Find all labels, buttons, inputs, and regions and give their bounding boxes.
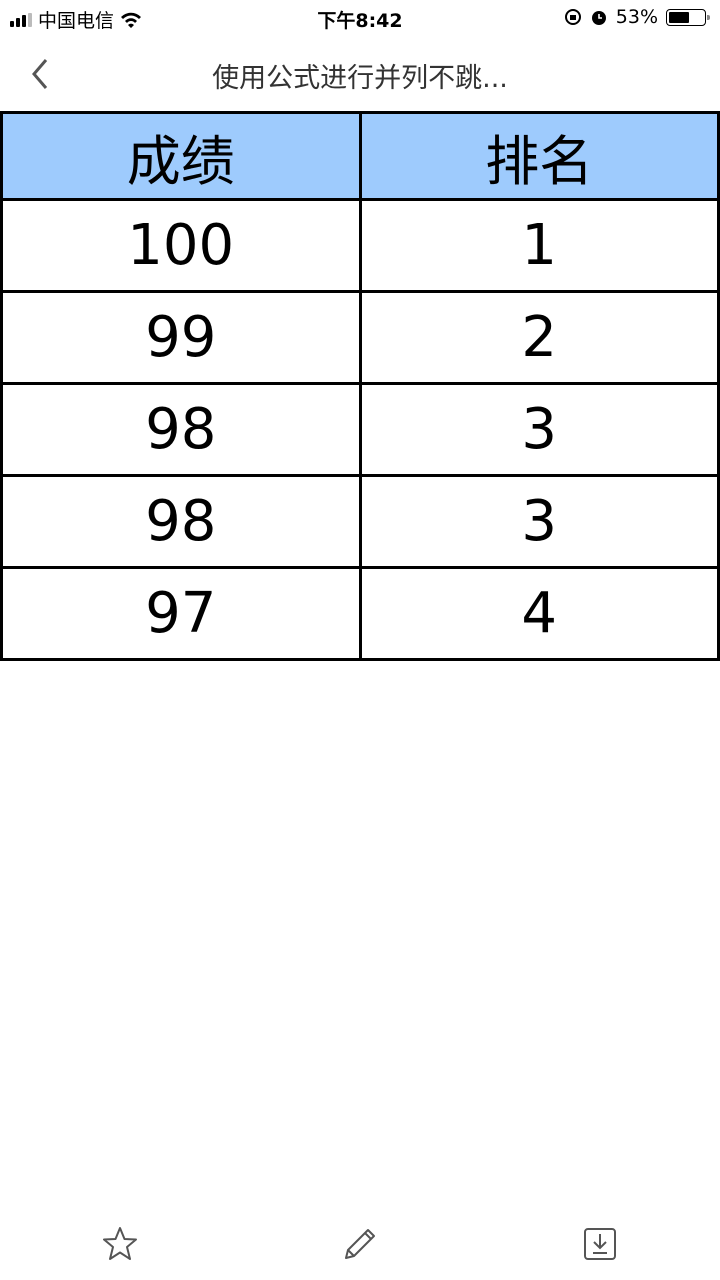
battery-percent: 53% [615,6,658,28]
rank-cell: 2 [358,290,720,385]
alarm-icon [591,11,606,25]
battery-icon [666,8,710,26]
table-header-row: 成绩 排名 [0,111,720,201]
page-title: 使用公式进行并列不跳... [212,63,508,94]
signal-icon [10,12,32,27]
score-cell: 100 [0,198,362,293]
score-cell: 98 [0,382,362,477]
carrier-label: 中国电信 [38,10,115,32]
pencil-icon[interactable] [340,1224,380,1264]
table-row: 100 1 [0,198,720,293]
rank-table: 成绩 排名 100 1 99 2 98 3 98 3 97 4 [0,111,720,661]
header-rank: 排名 [358,111,720,201]
rank-cell: 1 [358,198,720,293]
score-cell: 99 [0,290,362,385]
clock: 下午8:42 [317,10,403,32]
table-row: 98 3 [0,382,720,477]
wifi-icon [121,12,142,28]
table-row: 98 3 [0,474,720,569]
download-icon[interactable] [580,1224,620,1264]
rotation-lock-icon [564,9,581,25]
rank-cell: 4 [358,566,720,661]
score-cell: 98 [0,474,362,569]
score-cell: 97 [0,566,362,661]
star-icon[interactable] [100,1224,140,1264]
rank-cell: 3 [358,382,720,477]
bottom-toolbar [0,1210,720,1280]
table-row: 97 4 [0,566,720,661]
back-button[interactable] [26,54,56,94]
table-row: 99 2 [0,290,720,385]
nav-bar: 使用公式进行并列不跳... [0,36,720,110]
status-bar: 中国电信 下午8:42 53% [0,0,720,36]
rank-cell: 3 [358,474,720,569]
header-score: 成绩 [0,111,362,201]
